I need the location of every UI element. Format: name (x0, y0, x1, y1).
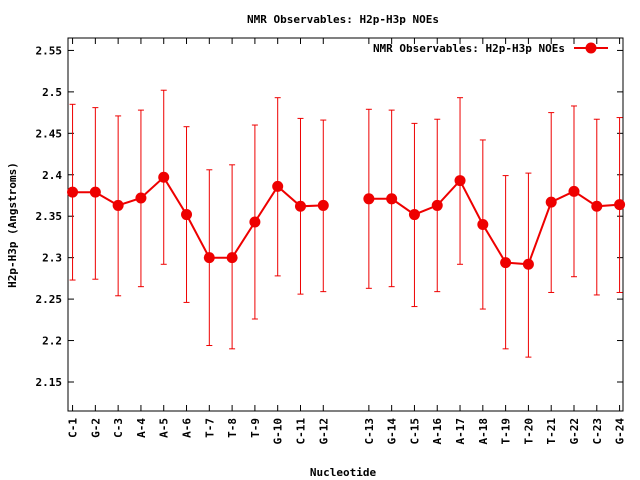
x-tick-label: G-12 (317, 418, 330, 445)
data-point (226, 252, 238, 264)
x-tick-label: T-9 (249, 418, 262, 438)
data-point (500, 257, 512, 269)
legend-marker (585, 42, 597, 54)
data-point (67, 186, 79, 198)
x-tick-label: C-23 (591, 418, 604, 445)
x-axis-label: Nucleotide (310, 466, 377, 479)
y-tick-label: 2.2 (42, 335, 62, 348)
data-point (89, 186, 101, 198)
x-tick-label: T-7 (203, 418, 216, 438)
x-tick-label: C-3 (112, 418, 125, 438)
y-tick-label: 2.35 (36, 210, 63, 223)
x-tick-label: G-14 (386, 418, 399, 445)
data-point (477, 219, 489, 230)
data-point (181, 209, 193, 221)
data-point (408, 209, 420, 221)
x-tick-label: T-8 (226, 418, 239, 438)
legend: NMR Observables: H2p-H3p NOEs (373, 42, 608, 55)
data-point (272, 180, 284, 192)
y-tick-label: 2.55 (36, 44, 63, 57)
x-tick-label: A-5 (158, 418, 171, 438)
series-points (67, 171, 626, 270)
data-point (294, 200, 306, 212)
y-axis: 2.15 2.2 2.25 2.3 2.35 2.4 2.45 2.5 2.55 (36, 44, 623, 389)
y-tick-label: 2.15 (36, 376, 63, 389)
y-tick-label: 2.5 (42, 86, 62, 99)
data-point (522, 258, 534, 270)
y-tick-label: 2.3 (42, 252, 62, 265)
x-tick-label: A-16 (431, 418, 444, 445)
x-tick-label: T-20 (522, 418, 535, 445)
data-point (317, 199, 329, 211)
x-tick-label: T-19 (500, 418, 513, 445)
y-tick-label: 2.4 (42, 169, 62, 182)
data-point (363, 193, 375, 205)
x-tick-label: A-4 (135, 418, 148, 438)
legend-label: NMR Observables: H2p-H3p NOEs (373, 42, 565, 55)
data-point (203, 252, 215, 264)
x-tick-label: C-1 (67, 418, 80, 438)
data-point (431, 199, 443, 211)
data-point (545, 196, 557, 208)
data-point (158, 171, 170, 183)
y-axis-label: H2p-H3p (Angstroms) (6, 162, 19, 288)
data-point (614, 199, 626, 211)
plot-frame (67, 37, 624, 412)
chart-title: NMR Observables: H2p-H3p NOEs (247, 13, 439, 26)
data-point (135, 192, 147, 204)
data-point (249, 216, 261, 228)
data-point (386, 193, 398, 205)
x-tick-label: G-24 (614, 418, 627, 445)
x-tick-label: A-18 (477, 418, 490, 445)
x-tick-label: C-11 (294, 418, 307, 445)
x-tick-label: A-17 (454, 418, 467, 445)
data-point (568, 185, 580, 197)
y-tick-label: 2.25 (36, 293, 63, 306)
x-tick-label: T-21 (545, 418, 558, 445)
x-tick-label: A-6 (181, 418, 194, 438)
data-point (591, 200, 603, 212)
x-tick-label: C-15 (408, 418, 421, 445)
x-tick-label: G-22 (568, 418, 581, 445)
x-tick-label: C-13 (363, 418, 376, 445)
x-tick-label: G-10 (272, 418, 285, 445)
data-point (112, 199, 124, 211)
y-tick-label: 2.45 (36, 127, 63, 140)
x-tick-label: G-2 (89, 418, 102, 438)
x-axis: C-1 G-2 C-3 A-4 A-5 A-6 T-7 T-8 T-9 G-10 C-11 G-12 C… (67, 38, 627, 445)
data-point (454, 175, 466, 187)
